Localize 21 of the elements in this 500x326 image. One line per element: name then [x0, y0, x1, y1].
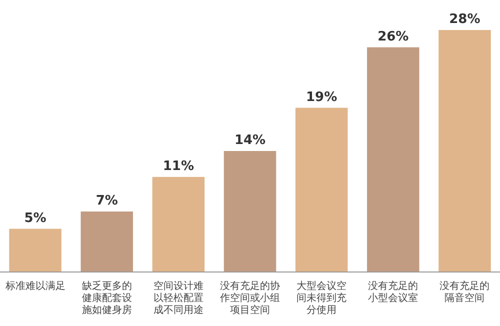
bar [295, 108, 348, 272]
data-label: 11% [162, 158, 194, 174]
bar [438, 30, 491, 272]
bar [152, 176, 205, 272]
x-tick-label: 没有充足的协作空间或小组项目空间 [219, 280, 280, 316]
x-tick-label: 没有充足的小型会议室 [368, 280, 418, 304]
data-label: 7% [96, 194, 118, 208]
x-tick-label: 标准难以满足 [4, 280, 66, 292]
bar [80, 212, 133, 272]
data-label: 19% [306, 90, 338, 105]
data-label: 14% [234, 133, 266, 148]
data-label: 28% [449, 12, 480, 27]
x-tick-label: 空间设计难以轻松配置成不同用途 [153, 280, 204, 316]
data-label: 26% [378, 29, 409, 44]
x-tick-label: 缺乏更多的健康配套设施如健身房 [82, 280, 132, 316]
data-label: 5% [24, 210, 46, 226]
x-tick-label: 大型会议空间未得到充分使用 [296, 280, 347, 316]
x-tick-label: 没有充足的隔音空间 [440, 280, 490, 304]
bar [367, 47, 420, 272]
bar [224, 151, 276, 272]
bar [9, 228, 62, 272]
